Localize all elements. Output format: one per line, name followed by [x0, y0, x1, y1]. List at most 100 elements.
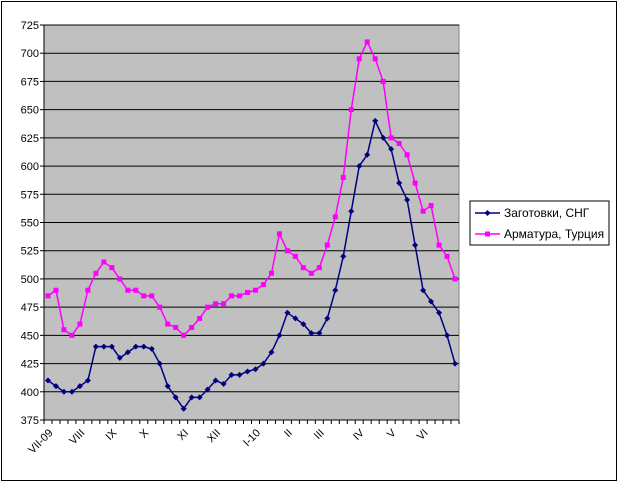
data-point [236, 371, 243, 378]
data-point [284, 248, 290, 254]
data-point [316, 330, 323, 337]
data-point [324, 315, 331, 322]
data-point [348, 208, 355, 215]
data-point [140, 343, 147, 350]
y-tick-label: 450 [21, 330, 39, 342]
y-tick-label: 475 [21, 302, 39, 314]
data-point [300, 265, 306, 271]
data-point [124, 349, 131, 356]
y-tick-label: 600 [21, 161, 39, 173]
data-point [221, 301, 227, 307]
data-point [117, 276, 123, 282]
data-point [197, 315, 203, 321]
x-tick-label: VIII [67, 427, 87, 447]
data-point [452, 276, 458, 282]
data-point [420, 287, 427, 294]
data-point [172, 394, 179, 401]
data-point [260, 282, 266, 288]
data-point [372, 56, 378, 62]
series-2 [45, 39, 458, 338]
x-tick-label: VI [415, 427, 431, 443]
data-point [53, 287, 59, 293]
data-point [205, 304, 211, 310]
data-point [141, 293, 147, 299]
data-point [292, 315, 299, 322]
y-tick-label: 675 [21, 76, 39, 88]
legend-label-series-1: Заготовки, СНГ [504, 206, 590, 220]
data-point [125, 287, 131, 293]
data-point [52, 383, 59, 390]
data-point [332, 214, 338, 220]
data-point [412, 180, 418, 186]
data-point [276, 231, 282, 237]
y-tick-label: 525 [21, 246, 39, 258]
data-point [308, 330, 315, 337]
data-point [444, 332, 451, 339]
series-layer [44, 39, 459, 412]
y-tick-label: 425 [21, 359, 39, 371]
data-point [396, 141, 402, 146]
data-point [444, 253, 450, 259]
data-point [228, 371, 235, 378]
data-point [196, 394, 203, 401]
x-tick-label: II [282, 427, 295, 440]
data-point [204, 386, 211, 393]
data-point [61, 327, 67, 333]
data-point [316, 265, 322, 271]
series-1 [44, 117, 459, 412]
data-point [212, 377, 219, 384]
y-tick-label: 650 [21, 105, 39, 117]
data-point [133, 287, 139, 293]
data-point [149, 293, 155, 299]
data-point [76, 383, 83, 390]
data-point [436, 309, 443, 316]
data-point [77, 321, 83, 327]
data-point [404, 196, 411, 203]
x-tick-label: V [385, 427, 399, 441]
series-line [47, 40, 456, 337]
data-point [188, 394, 195, 401]
data-point [380, 78, 386, 84]
data-point [45, 293, 51, 299]
data-point [244, 368, 251, 375]
data-point [364, 151, 371, 158]
data-point [93, 270, 99, 276]
gridlines [44, 24, 459, 421]
data-point [157, 304, 163, 310]
data-point [308, 270, 314, 276]
data-point [388, 146, 395, 153]
data-point [348, 107, 354, 113]
data-point [68, 388, 75, 395]
series-line [47, 118, 456, 411]
data-point [229, 293, 235, 299]
data-point [92, 343, 99, 350]
data-point [237, 293, 243, 299]
data-point [420, 208, 426, 214]
y-tick-label: 375 [21, 415, 39, 427]
y-axis: 375 400 425 450 475 500 525 550 575 600 625 650 675 7… [21, 20, 45, 427]
x-tick-label: IV [351, 427, 367, 443]
y-tick-label: 700 [21, 48, 39, 60]
y-tick-label: 550 [21, 218, 39, 230]
data-point [100, 343, 107, 350]
data-point [428, 298, 435, 305]
data-point [101, 259, 107, 265]
data-point [173, 324, 179, 330]
legend-box [469, 200, 610, 246]
data-point [324, 242, 330, 248]
data-point [276, 332, 283, 339]
data-point [268, 349, 275, 356]
data-point [69, 332, 75, 338]
data-point [340, 174, 346, 180]
data-point [452, 360, 459, 367]
data-point [252, 287, 258, 293]
data-point [332, 287, 339, 294]
x-axis: VII-09 VIII IX X XI XII I-10 II III IV V VI [26, 419, 460, 456]
data-point [404, 152, 410, 158]
data-point [284, 309, 291, 316]
data-point [156, 360, 163, 367]
data-point [260, 360, 267, 367]
data-point [180, 405, 187, 412]
legend-marker-series-2 [485, 231, 490, 237]
